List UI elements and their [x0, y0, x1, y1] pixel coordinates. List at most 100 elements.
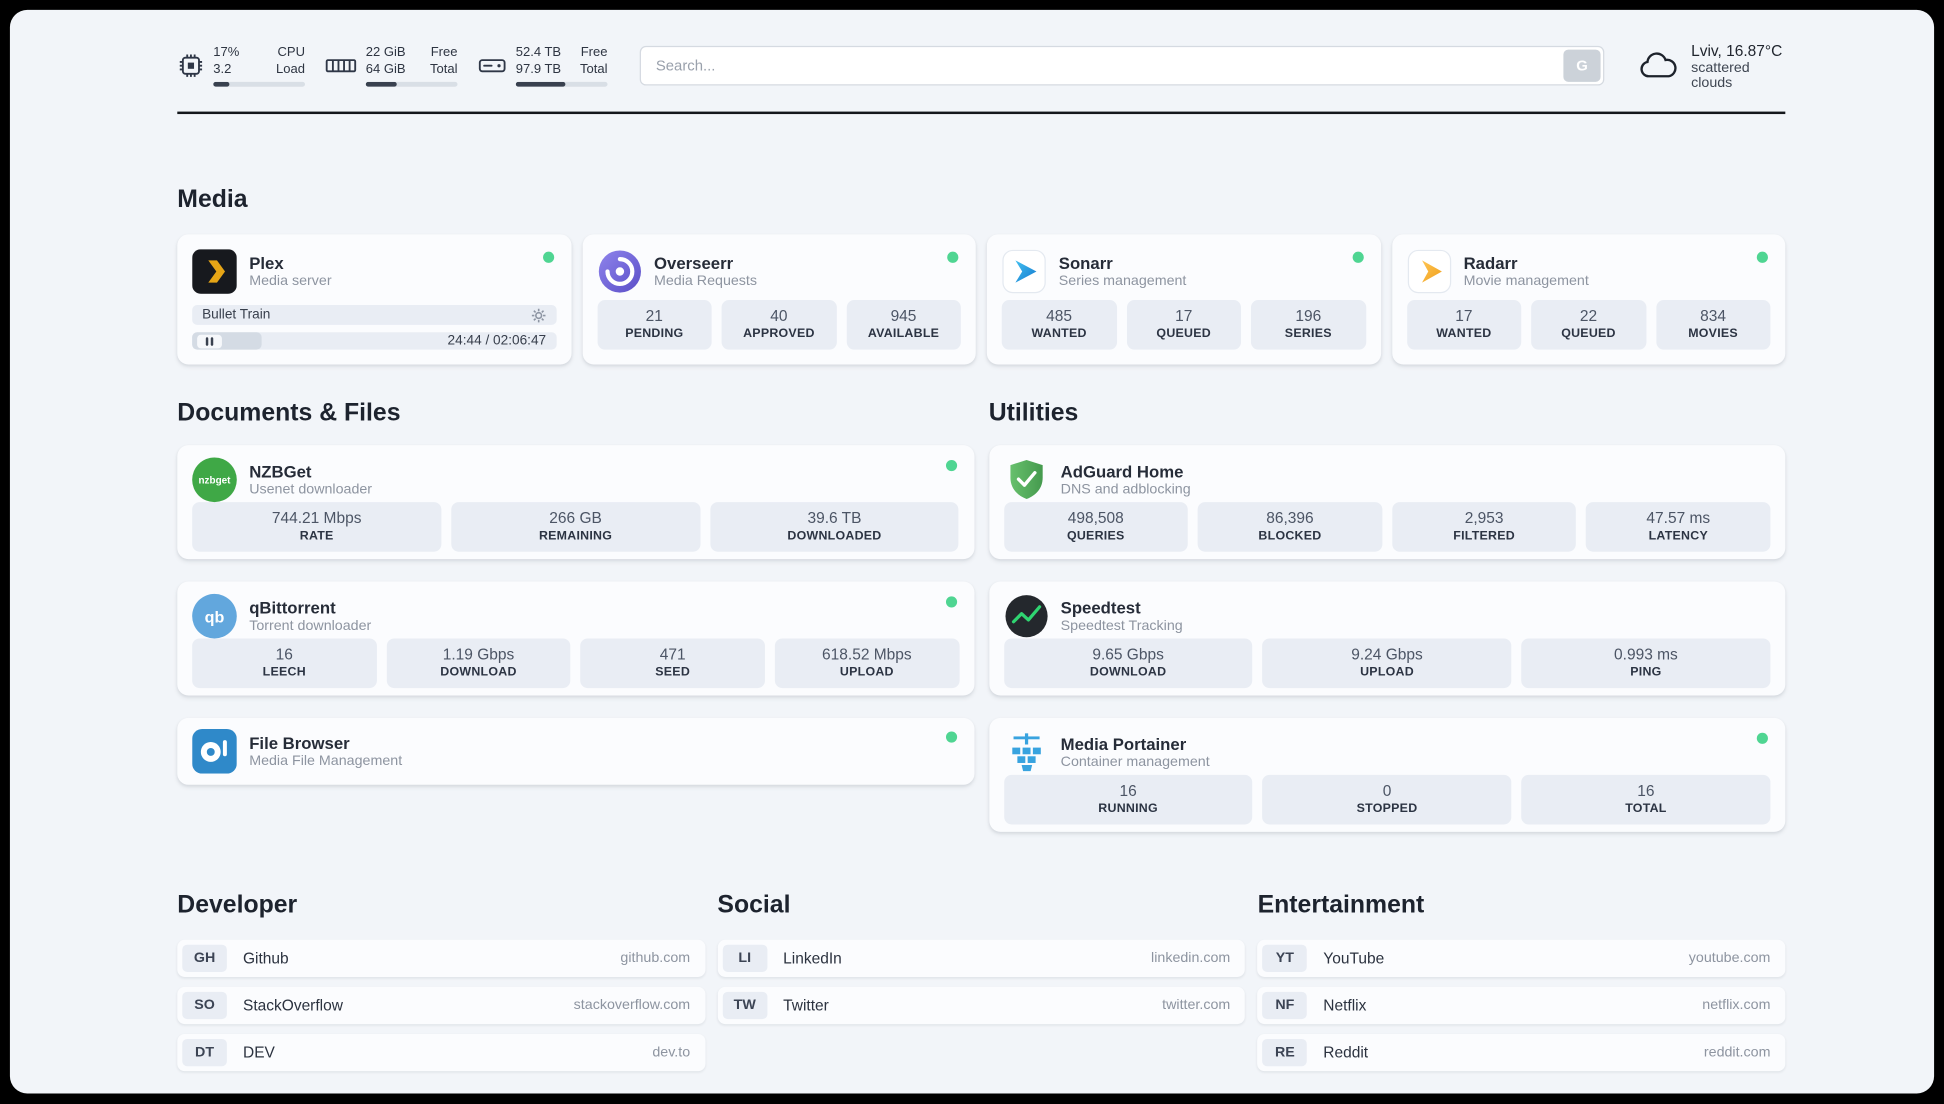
link-netflix[interactable]: NF Netflix netflix.com: [1257, 986, 1786, 1025]
status-dot: [945, 731, 957, 743]
disk-stat: 52.4 TB Free 97.9 TB Total: [477, 45, 608, 87]
weather-location: Lviv, 16.87°C: [1691, 41, 1783, 59]
stat-value: 834: [1700, 307, 1727, 325]
link-url: reddit.com: [1703, 1045, 1771, 1061]
link-name: Netflix: [1323, 996, 1367, 1015]
link-twitter[interactable]: TW Twitter twitter.com: [717, 986, 1246, 1025]
stat-label: RUNNING: [1098, 802, 1158, 816]
nzbget-icon: nzbget: [192, 457, 237, 503]
stat-tile: 1.19 Gbps DOWNLOAD: [386, 638, 571, 689]
qbittorrent-card[interactable]: qb qBittorrent Torrent downloader 16 LEEC…: [177, 581, 974, 696]
stat-tile: 2,953 FILTERED: [1391, 502, 1577, 552]
link-name: StackOverflow: [243, 996, 343, 1015]
link-url: linkedin.com: [1151, 950, 1231, 966]
app-subtitle: Speedtest Tracking: [1060, 618, 1183, 634]
ram-free-label: Free: [430, 44, 458, 60]
disk-progress-bar: [515, 82, 608, 87]
stat-label: LATENCY: [1648, 529, 1708, 544]
stat-value: 1.19 Gbps: [442, 645, 515, 664]
ram-progress-bar: [365, 82, 458, 87]
link-url: stackoverflow.com: [573, 998, 691, 1013]
stat-label: UPLOAD: [1360, 665, 1414, 680]
section-title-social: Social: [717, 891, 791, 919]
stat-value: 744.21 Mbps: [271, 509, 362, 527]
adguard-card[interactable]: AdGuard Home DNS and adblocking 498,508 Q…: [988, 445, 1786, 560]
link-name: LinkedIn: [783, 949, 842, 968]
header-divider: [177, 111, 1786, 115]
filebrowser-card[interactable]: File Browser Media File Management: [177, 717, 974, 785]
stat-value: 16: [1119, 782, 1137, 800]
seek-bar[interactable]: 24:44 / 02:06:47: [192, 332, 557, 350]
stat-value: 39.6 TB: [807, 509, 862, 527]
weather-condition: scattered clouds: [1691, 60, 1750, 90]
overseerr-card[interactable]: Overseerr Media Requests 21 PENDING 40 APP…: [582, 234, 976, 365]
app-subtitle: Media Requests: [653, 273, 758, 289]
stat-tile: 17 WANTED: [1406, 300, 1522, 350]
now-playing-title: Bullet Train: [202, 307, 271, 323]
link-reddit[interactable]: RE Reddit reddit.com: [1257, 1033, 1786, 1072]
link-badge: YT: [1262, 944, 1308, 973]
stat-tile: 16 LEECH: [192, 638, 377, 689]
app-title: Overseerr: [653, 254, 734, 273]
sonarr-card[interactable]: Sonarr Series management 485 WANTED 17 QUE…: [986, 234, 1381, 365]
link-youtube[interactable]: YT YouTube youtube.com: [1257, 939, 1786, 977]
plex-card[interactable]: Plex Media server Bullet Train 24:44 / 0…: [177, 234, 571, 365]
stat-label: WANTED: [1436, 327, 1492, 341]
stat-tile: 17 QUEUED: [1126, 300, 1242, 350]
cpu-load-label: Load: [276, 61, 305, 77]
overseerr-icon: [597, 249, 642, 294]
stat-value: 17: [1455, 307, 1473, 325]
speedtest-card[interactable]: Speedtest Speedtest Tracking 9.65 Gbps DO…: [988, 581, 1786, 696]
sonarr-icon: [1002, 249, 1047, 294]
adguard-icon: [1004, 457, 1049, 502]
nzbget-card[interactable]: nzbget NZBGet Usenet downloader 744.21 M…: [177, 445, 974, 560]
stat-value: 22: [1579, 307, 1598, 325]
pause-icon[interactable]: [197, 334, 222, 348]
search-input[interactable]: [639, 45, 1605, 86]
ram-stat: 22 GiB Free 64 GiB Total: [325, 45, 458, 87]
stat-label: LEECH: [262, 665, 306, 680]
link-stackoverflow[interactable]: SO StackOverflow stackoverflow.com: [177, 986, 706, 1025]
stat-label: SERIES: [1284, 327, 1332, 341]
app-title: AdGuard Home: [1060, 462, 1184, 482]
portainer-card[interactable]: Media Portainer Container management 16 R…: [988, 717, 1786, 832]
gear-icon[interactable]: [530, 307, 546, 323]
app-subtitle: Media server: [249, 273, 332, 289]
stat-tile: 0.993 ms PING: [1521, 638, 1771, 689]
cpu-load-value: 3.2: [213, 61, 232, 77]
stat-label: PENDING: [625, 327, 684, 341]
disk-total-value: 97.9 TB: [515, 61, 562, 77]
radarr-card[interactable]: Radarr Movie management 17 WANTED 22 QUEUE…: [1391, 234, 1786, 365]
cloud-icon: [1638, 50, 1680, 82]
stat-tile: 485 WANTED: [1001, 300, 1117, 350]
section-title-utilities: Utilities: [988, 399, 1079, 427]
status-dot: [542, 251, 554, 263]
search-engine-button[interactable]: G: [1563, 49, 1601, 82]
link-dev[interactable]: DT DEV dev.to: [177, 1033, 706, 1072]
app-subtitle: Container management: [1060, 755, 1210, 770]
section-title-media: Media: [177, 185, 248, 214]
stat-tile: 21 PENDING: [596, 300, 712, 350]
stat-label: TOTAL: [1625, 802, 1667, 816]
cpu-stat: 17% CPU 3.2 Load: [177, 45, 305, 87]
link-badge: DT: [182, 1038, 227, 1067]
link-url: dev.to: [652, 1045, 691, 1061]
link-github[interactable]: GH Github github.com: [177, 939, 706, 977]
stat-tile: 16 RUNNING: [1003, 774, 1253, 825]
search-bar: G: [639, 45, 1605, 86]
link-linkedin[interactable]: LI LinkedIn linkedin.com: [717, 939, 1246, 977]
app-title: Plex: [249, 254, 284, 273]
stat-tile: 834 MOVIES: [1655, 300, 1771, 350]
stat-label: DOWNLOADED: [787, 529, 882, 544]
ram-total-label: Total: [429, 61, 458, 77]
link-name: Twitter: [783, 996, 829, 1015]
playback-time: 24:44 / 02:06:47: [447, 333, 547, 349]
stat-tile: 266 GB REMAINING: [451, 502, 701, 552]
stat-value: 945: [890, 307, 917, 325]
link-name: Reddit: [1323, 1043, 1369, 1062]
speedtest-icon: [1004, 594, 1049, 639]
stat-tile: 9.24 Gbps UPLOAD: [1262, 638, 1512, 689]
ram-free-value: 22 GiB: [365, 44, 406, 60]
stat-tile: 744.21 Mbps RATE: [192, 502, 442, 552]
